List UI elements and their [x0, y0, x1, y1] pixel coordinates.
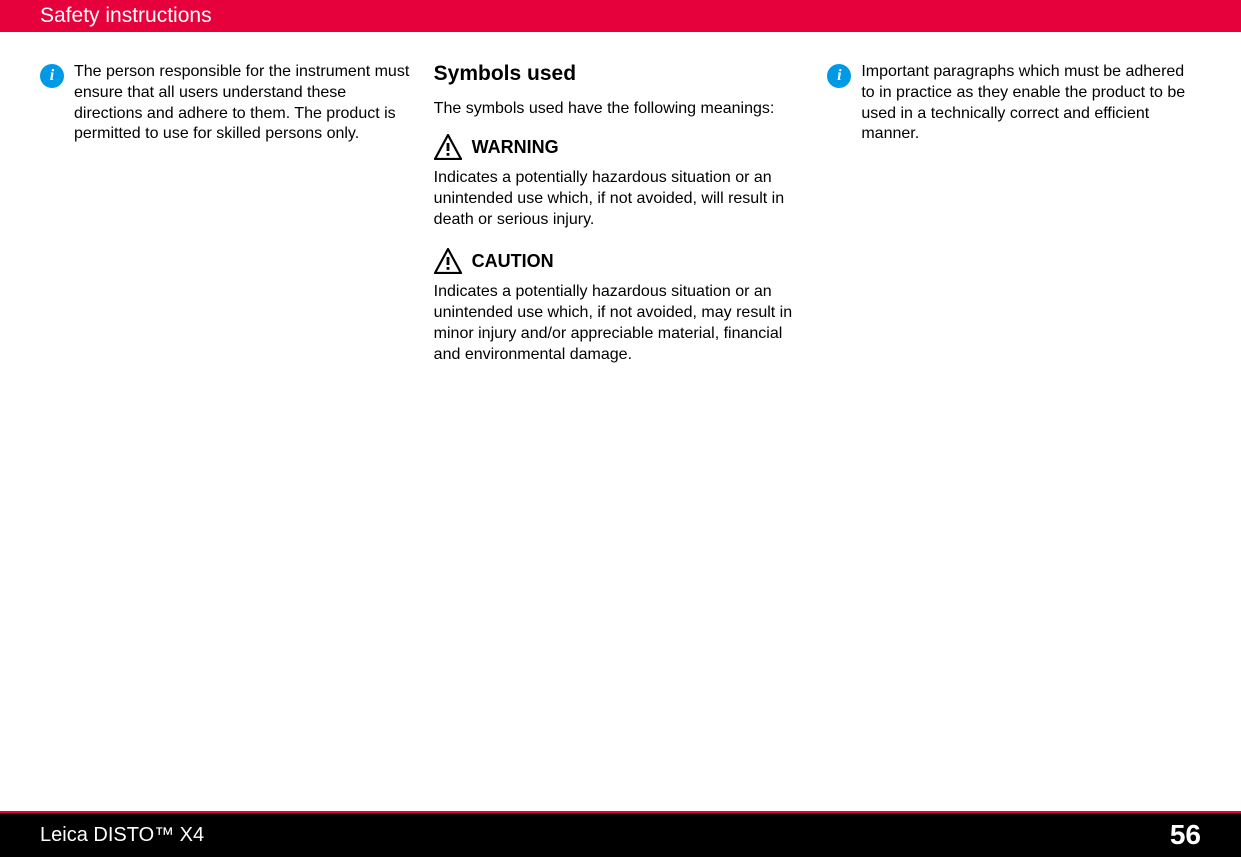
symbols-intro: The symbols used have the following mean… — [434, 100, 808, 118]
warning-symbol-row: WARNING — [434, 134, 808, 160]
info-icon: i — [40, 64, 64, 88]
info-block-2: i Important paragraphs which must be adh… — [827, 62, 1201, 145]
caution-label: CAUTION — [472, 251, 554, 272]
footer-page-number: 56 — [1170, 819, 1201, 851]
header-title: Safety instructions — [40, 4, 212, 27]
symbols-heading: Symbols used — [434, 62, 808, 86]
warning-triangle-icon — [434, 134, 462, 160]
column-2: Symbols used The symbols used have the f… — [434, 62, 808, 384]
info-block-1: i The person responsible for the instrum… — [40, 62, 414, 145]
column-1: i The person responsible for the instrum… — [40, 62, 414, 384]
caution-desc: Indicates a potentially hazardous situat… — [434, 282, 808, 365]
footer-product: Leica DISTO™ X4 — [40, 824, 204, 847]
info-text-2: Important paragraphs which must be adher… — [861, 62, 1201, 145]
header-bar: Safety instructions — [0, 0, 1241, 32]
warning-desc: Indicates a potentially hazardous situat… — [434, 168, 808, 230]
caution-symbol-row: CAUTION — [434, 248, 808, 274]
column-3: i Important paragraphs which must be adh… — [827, 62, 1201, 384]
footer-bar: Leica DISTO™ X4 56 — [0, 811, 1241, 857]
caution-triangle-icon — [434, 248, 462, 274]
content-area: i The person responsible for the instrum… — [0, 32, 1241, 384]
warning-label: WARNING — [472, 137, 559, 158]
info-text-1: The person responsible for the instrumen… — [74, 62, 414, 145]
info-icon: i — [827, 64, 851, 88]
